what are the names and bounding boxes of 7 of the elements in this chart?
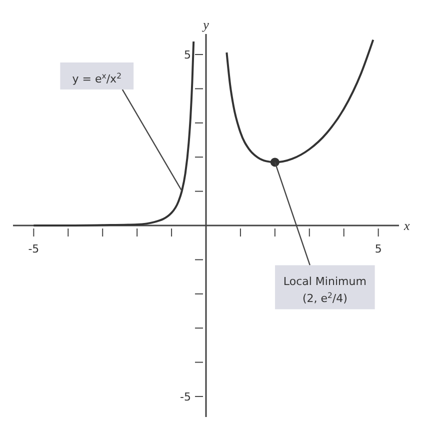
y-axis-title: y [201, 17, 210, 32]
x-axis-title: x [403, 218, 410, 234]
callout: y = e$^{x}$/x$^{2}$ [60, 62, 182, 192]
annotation: Local Minimum (2, e$^{2}$/4) [283, 275, 366, 306]
annotation: y = e$^{x}$/x$^{2}$ [72, 70, 122, 86]
callout: Local Minimum (2, e$^{2}$/4) [274, 162, 375, 310]
line-series [32, 40, 195, 226]
